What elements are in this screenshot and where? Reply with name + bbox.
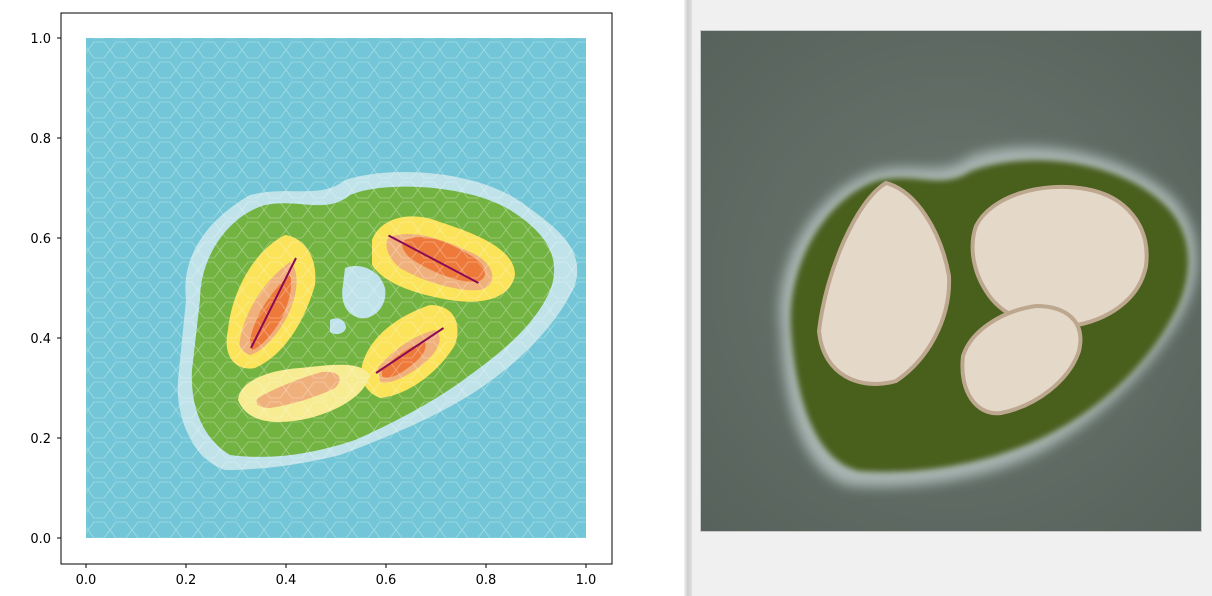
y-tick-label: 0.0 — [30, 532, 51, 547]
render-viewer-pane — [692, 0, 1212, 596]
rendered-island-view — [700, 30, 1202, 532]
x-tick-label: 0.2 — [176, 573, 197, 588]
rock-formation-south — [960, 303, 1083, 416]
rock-formation-west — [816, 180, 952, 386]
ridge-line-2 — [388, 234, 479, 284]
ridge-line-3 — [375, 327, 445, 374]
x-tick-label: 0.8 — [476, 573, 497, 588]
ridge-line-1 — [250, 257, 297, 349]
y-tick-label: 0.4 — [30, 332, 51, 347]
x-axis: 0.0 0.2 0.4 0.6 0.8 1.0 — [76, 564, 597, 588]
y-tick-label: 0.6 — [30, 232, 51, 247]
y-tick-label: 0.2 — [30, 432, 51, 447]
ridge-layer — [250, 234, 479, 374]
y-tick-label: 1.0 — [30, 32, 51, 47]
cell-mesh — [86, 38, 586, 538]
pane-splitter[interactable] — [684, 0, 694, 596]
x-tick-label: 0.0 — [76, 573, 97, 588]
plot-pane: 0.0 0.2 0.4 0.6 0.8 1.0 0.0 0.2 0.4 0.6 0.8 1.0 — [30, 12, 613, 588]
x-tick-label: 0.4 — [276, 573, 297, 588]
rock-formations — [816, 180, 1149, 416]
rock-formation-northeast — [970, 184, 1149, 329]
y-axis: 0.0 0.2 0.4 0.6 0.8 1.0 — [30, 32, 61, 547]
x-tick-label: 1.0 — [576, 573, 597, 588]
island-plot: 0.0 0.2 0.4 0.6 0.8 1.0 0.0 0.2 0.4 0.6 0.8 1.0 — [30, 12, 613, 588]
y-tick-label: 0.8 — [30, 132, 51, 147]
x-tick-label: 0.6 — [376, 573, 397, 588]
rendered-terrain — [701, 31, 1201, 531]
